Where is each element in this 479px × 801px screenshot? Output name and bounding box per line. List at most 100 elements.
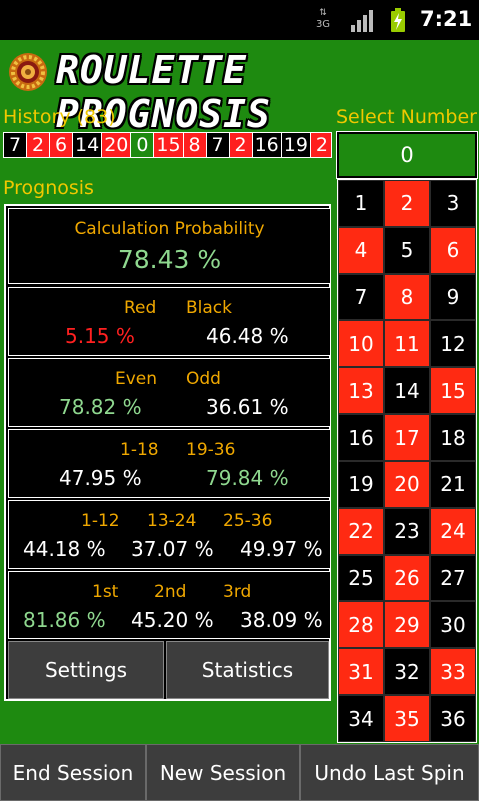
dozen-2-value: 37.07 % (131, 537, 214, 561)
halves-box: 1-18 19-36 47.95 % 79.84 % (8, 429, 331, 498)
number-button-6[interactable]: 6 (430, 226, 476, 274)
number-button-10[interactable]: 10 (338, 320, 384, 368)
column-3-value: 38.09 % (240, 608, 323, 632)
network-3g-icon: ⇅ 3G (313, 8, 333, 30)
clock: 7:21 (420, 7, 473, 31)
calc-probability-value: 78.43 % (117, 245, 222, 274)
number-button-1[interactable]: 1 (338, 180, 384, 227)
statistics-button[interactable]: Statistics (166, 641, 329, 699)
select-number-label: Select Number (336, 106, 477, 128)
black-label: Black (186, 298, 232, 318)
odd-label: Odd (186, 369, 221, 389)
app-title: ROULETTE PROGNOSIS (56, 48, 271, 136)
number-button-36[interactable]: 36 (430, 695, 476, 742)
number-button-4[interactable]: 4 (338, 226, 384, 274)
number-button-16[interactable]: 16 (338, 414, 384, 461)
calculation-probability-box: Calculation Probability 78.43 % (8, 208, 331, 284)
even-value: 78.82 % (59, 395, 142, 419)
history-item: 2 (27, 133, 50, 157)
settings-button[interactable]: Settings (8, 641, 164, 699)
dozen-3-label: 25-36 (223, 511, 273, 531)
column-2-value: 45.20 % (131, 608, 214, 632)
number-button-18[interactable]: 18 (430, 414, 476, 461)
network-type: 3G (315, 19, 331, 30)
signal-icon (351, 10, 373, 32)
bottom-action-bar: End Session New Session Undo Last Spin (0, 744, 479, 801)
number-button-33[interactable]: 33 (430, 648, 476, 696)
number-button-17[interactable]: 17 (384, 414, 430, 461)
history-item: 15 (154, 133, 184, 157)
number-button-7[interactable]: 7 (338, 273, 384, 321)
number-button-19[interactable]: 19 (338, 460, 384, 508)
dozens-box: 1-12 13-24 25-36 44.18 % 37.07 % 49.97 % (8, 500, 331, 569)
number-button-15[interactable]: 15 (430, 367, 476, 415)
red-black-box: Red Black 5.15 % 46.48 % (8, 287, 331, 356)
history-item: 7 (206, 133, 230, 157)
history-item: 2 (229, 133, 253, 157)
number-button-13[interactable]: 13 (338, 367, 384, 415)
number-button-5[interactable]: 5 (384, 226, 430, 274)
end-session-button[interactable]: End Session (0, 744, 146, 801)
history-item: 0 (131, 133, 155, 157)
even-odd-box: Even Odd 78.82 % 36.61 % (8, 358, 331, 427)
columns-box: 1st 2nd 3rd 81.86 % 45.20 % 38.09 % (8, 571, 331, 639)
new-session-button[interactable]: New Session (146, 744, 300, 801)
column-1-label: 1st (92, 582, 119, 602)
number-button-35[interactable]: 35 (384, 695, 430, 742)
history-item: 8 (183, 133, 207, 157)
number-button-30[interactable]: 30 (430, 601, 476, 649)
number-button-2[interactable]: 2 (384, 180, 430, 227)
high-half-label: 19-36 (186, 440, 236, 460)
even-label: Even (115, 369, 158, 389)
history-item: 20 (102, 133, 132, 157)
column-2-label: 2nd (154, 582, 187, 602)
dozen-2-label: 13-24 (147, 511, 197, 531)
red-value: 5.15 % (65, 324, 135, 348)
history-item: 7 (4, 133, 27, 157)
prognosis-label: Prognosis (3, 177, 94, 199)
number-button-26[interactable]: 26 (384, 554, 430, 602)
red-label: Red (124, 298, 157, 318)
number-button-22[interactable]: 22 (338, 507, 384, 555)
status-bar: ⇅ 3G 7:21 (0, 0, 479, 40)
number-button-12[interactable]: 12 (430, 320, 476, 368)
app-header: ROULETTE PROGNOSIS (0, 40, 479, 136)
battery-charging-icon (391, 8, 405, 32)
number-button-9[interactable]: 9 (430, 273, 476, 321)
number-button-20[interactable]: 20 (384, 460, 430, 508)
column-1-value: 81.86 % (23, 608, 106, 632)
number-grid: 1 2 3 4 5 6 7 8 9 10 11 12 13 14 15 16 17 18 19 20 21 22 23 24 2… (337, 179, 477, 743)
dozen-1-label: 1-12 (81, 511, 120, 531)
history-item: 19 (281, 133, 311, 157)
number-button-31[interactable]: 31 (338, 648, 384, 696)
history-item: 2 (310, 133, 331, 157)
high-half-value: 79.84 % (206, 466, 289, 490)
calc-probability-label: Calculation Probability (74, 219, 265, 239)
undo-last-spin-button[interactable]: Undo Last Spin (300, 744, 479, 801)
prognosis-panel: Calculation Probability 78.43 % Red Blac… (4, 204, 331, 701)
number-button-32[interactable]: 32 (384, 648, 430, 696)
history-item: 6 (50, 133, 73, 157)
odd-value: 36.61 % (206, 395, 289, 419)
number-button-25[interactable]: 25 (338, 554, 384, 602)
number-button-14[interactable]: 14 (384, 367, 430, 415)
number-button-0[interactable]: 0 (336, 131, 478, 179)
number-button-3[interactable]: 3 (430, 180, 476, 227)
history-item: 16 (252, 133, 282, 157)
history-item: 14 (73, 133, 103, 157)
number-button-29[interactable]: 29 (384, 601, 430, 649)
column-3-label: 3rd (223, 582, 252, 602)
low-half-label: 1-18 (120, 440, 159, 460)
history-strip[interactable]: 7 2 6 14 20 0 15 8 7 2 16 19 2 (3, 132, 332, 158)
number-button-34[interactable]: 34 (338, 695, 384, 742)
number-button-8[interactable]: 8 (384, 273, 430, 321)
number-button-28[interactable]: 28 (338, 601, 384, 649)
number-button-21[interactable]: 21 (430, 460, 476, 508)
number-button-27[interactable]: 27 (430, 554, 476, 602)
number-button-11[interactable]: 11 (384, 320, 430, 368)
low-half-value: 47.95 % (59, 466, 142, 490)
number-button-24[interactable]: 24 (430, 507, 476, 555)
dozen-1-value: 44.18 % (23, 537, 106, 561)
history-label: History (83) (3, 106, 116, 128)
number-button-23[interactable]: 23 (384, 507, 430, 555)
